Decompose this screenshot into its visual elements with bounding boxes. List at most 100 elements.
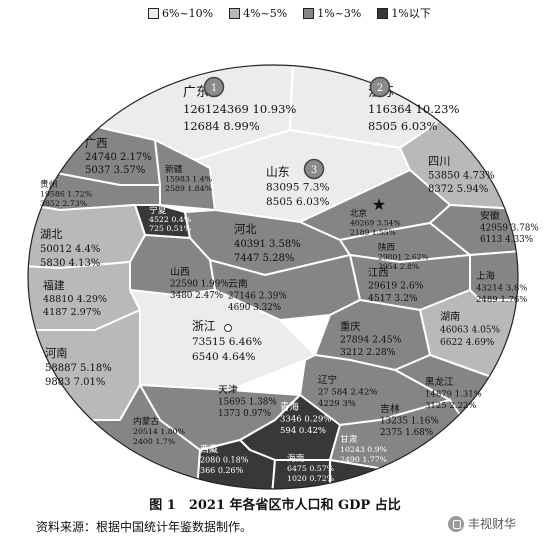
region-population-山东: 83095 7.3% (266, 182, 329, 194)
region-name-湖南: 湖南 (440, 310, 460, 323)
region-gdp-重庆: 3212 2.28% (340, 347, 396, 358)
region-gdp-四川: 8372 5.94% (428, 184, 488, 195)
legend: 6%~10% 4%~5% 1%~3% 1%以下 (148, 5, 431, 21)
region-name-辽宁: 辽宁 (318, 374, 337, 386)
region-population-山西: 22590 1.99% (170, 280, 229, 290)
region-population-广东: 126124369 10.93% (183, 102, 296, 116)
rank-badge-2 (369, 76, 391, 98)
capital-star-icon: ★ (372, 195, 386, 214)
region-name-上海: 上海 (476, 270, 496, 282)
region-name-内蒙古: 内蒙古 (133, 415, 159, 427)
legend-swatch (303, 7, 315, 19)
watermark-text: 丰视财华 (468, 517, 517, 531)
region-gdp-浙江: 6540 4.64% (192, 351, 255, 363)
region-gdp-新疆: 2589 1.84% (165, 184, 212, 193)
region-name-河北: 河北 (234, 223, 256, 236)
region-gdp-西藏: 366 0.26% (200, 466, 244, 475)
region-gdp-山东: 8505 6.03% (266, 196, 329, 208)
legend-label: 4%~5% (243, 6, 288, 20)
region-gdp-上海: 2489 1.76% (476, 295, 527, 305)
region-gdp-辽宁: 4229 3% (318, 399, 356, 409)
region-population-新疆: 15983 1.4% (165, 175, 212, 184)
legend-label: 6%~10% (162, 6, 214, 20)
region-name-北京: 北京 (350, 208, 367, 219)
region-name-青海: 青海 (280, 401, 300, 413)
region-population-河南: 58887 5.18% (45, 363, 112, 374)
region-name-四川: 四川 (428, 155, 450, 168)
region-name-福建: 福建 (43, 278, 65, 292)
region-population-陕西: 29801 2.62% (378, 253, 429, 262)
region-gdp-安徽: 6113 4.33% (480, 235, 533, 245)
region-gdp-贵州: 3852 2.73% (40, 199, 87, 208)
region-gdp-宁夏: 725 0.51% (149, 224, 191, 233)
region-population-广西: 24740 2.17% (85, 152, 152, 163)
region-gdp-内蒙古: 2400 1.7% (133, 437, 175, 446)
region-population-甘肃: 10243 0.9% (340, 445, 387, 454)
region-population-宁夏: 4522 0.4% (149, 215, 191, 224)
region-population-西藏: 2080 0.18% (200, 456, 249, 465)
region-name-安徽: 安徽 (480, 209, 500, 222)
region-name-浙江: 浙江 (192, 319, 216, 333)
region-name-广西: 广西 (85, 137, 107, 150)
region-population-北京: 40269 3.54% (350, 219, 401, 228)
region-population-辽宁: 27 584 2.42% (318, 388, 377, 398)
region-gdp-云南: 4690 3.32% (228, 303, 281, 313)
region-population-贵州: 19586 1.72% (40, 190, 92, 199)
city-marker-icon (224, 324, 232, 332)
region-gdp-湖南: 6622 4.69% (440, 338, 495, 348)
region-population-上海: 43214 3.8% (476, 284, 527, 294)
region-population-黑龙江: 14879 1.31% (425, 390, 482, 400)
region-population-海南: 6475 0.57% (287, 464, 334, 473)
legend-item: 4%~5% (229, 5, 287, 21)
region-gdp-福建: 4187 2.97% (43, 307, 101, 318)
region-name-宁夏: 宁夏 (149, 204, 167, 216)
region-gdp-青海: 594 0.42% (280, 426, 326, 436)
region-population-四川: 53850 4.73% (428, 171, 495, 182)
region-name-江西: 江西 (368, 267, 389, 279)
region-name-黑龙江: 黑龙江 (425, 376, 454, 388)
region-population-天津: 15695 1.38% (218, 398, 277, 408)
region-name-重庆: 重庆 (340, 320, 361, 333)
region-gdp-北京: 2189 1.55% (350, 228, 396, 237)
region-gdp-湖北: 5830 4.13% (40, 258, 100, 269)
region-population-云南: 27146 2.39% (228, 292, 287, 302)
legend-item: 1%以下 (377, 5, 431, 21)
rank-badge-label: 1 (211, 83, 217, 94)
region-name-吉林: 吉林 (380, 402, 400, 415)
region-population-青海: 3346 0.29% (280, 415, 331, 425)
region-gdp-江苏: 8505 6.03% (368, 119, 438, 133)
region-gdp-广东: 12684 8.99% (183, 119, 260, 133)
region-population-浙江: 73515 6.46% (192, 336, 262, 348)
region-gdp-江西: 4517 3.2% (368, 293, 418, 304)
region-gdp-甘肃: 2490 1.77% (340, 455, 387, 464)
region-name-天津: 天津 (218, 384, 238, 396)
legend-swatch (377, 7, 389, 19)
region-population-江西: 29619 2.6% (368, 281, 424, 292)
region-gdp-河北: 7447 5.28% (234, 253, 294, 264)
region-gdp-河南: 9883 7.01% (45, 377, 105, 388)
region-population-福建: 48810 4.29% (43, 294, 107, 305)
legend-swatch (229, 7, 241, 19)
watermark: 丰视财华 (448, 515, 516, 532)
region-name-山东: 山东 (266, 165, 290, 179)
rank-badge-3 (303, 158, 325, 180)
region-population-重庆: 27894 2.45% (340, 335, 402, 346)
region-population-安徽: 42959 3.78% (480, 224, 539, 234)
chart-outline (27, 64, 519, 490)
region-population-江苏: 116364 10.23% (368, 102, 459, 116)
legend-item: 6%~10% (148, 5, 213, 21)
region-gdp-黑龙江: 3125 2.22% (425, 401, 476, 411)
legend-swatch (148, 7, 159, 19)
rank-badge-1 (203, 76, 225, 98)
region-name-甘肃: 甘肃 (340, 433, 358, 445)
region-name-广东: 广东 (183, 85, 209, 100)
region-population-内蒙古: 20514 1.80% (133, 427, 185, 436)
region-population-湖南: 46063 4.05% (440, 326, 501, 336)
region-gdp-广西: 5037 3.57% (85, 165, 145, 176)
region-name-陕西: 陕西 (378, 242, 395, 253)
region-gdp-吉林: 2375 1.68% (380, 428, 433, 438)
region-name-西藏: 西藏 (200, 443, 218, 455)
watermark-logo-icon (448, 515, 464, 532)
region-name-海南: 海南 (287, 452, 305, 464)
